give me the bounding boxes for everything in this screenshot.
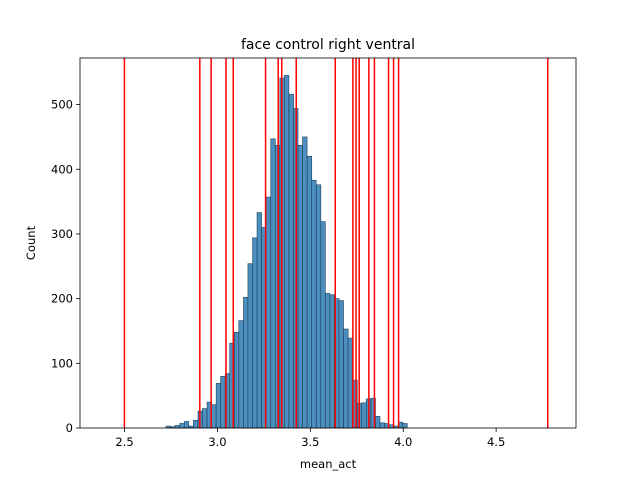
histogram-bar (220, 375, 226, 429)
x-tick-label: 3.5 (301, 435, 319, 449)
y-tick-label: 200 (51, 292, 73, 306)
threshold-lines (123, 58, 549, 428)
histogram-bar (256, 212, 262, 429)
y-tick-label: 100 (51, 356, 73, 370)
x-tick-label: 4.0 (394, 435, 412, 449)
histogram-bar (247, 263, 253, 429)
x-axis-ticks: 2.5 3.0 3.5 4.0 4.5 (115, 428, 505, 449)
histogram-bar (338, 300, 344, 429)
histogram-bar (234, 331, 240, 429)
histogram-bar (252, 237, 258, 429)
histogram-bar (211, 404, 217, 429)
histogram-bar (315, 184, 322, 429)
histogram-bar (297, 145, 303, 429)
x-tick-label: 2.5 (115, 435, 133, 449)
y-tick-label: 0 (66, 421, 73, 435)
histogram-bar (379, 422, 385, 429)
histogram-bar (320, 221, 326, 429)
x-tick-label: 4.5 (487, 435, 505, 449)
histogram-bar (270, 138, 276, 429)
y-tick-label: 400 (51, 162, 73, 176)
histogram-bar (361, 402, 367, 429)
x-tick-label: 3.0 (208, 435, 226, 449)
histogram-bar (215, 383, 222, 429)
histogram-bar (375, 416, 381, 429)
histogram-bar (306, 156, 313, 429)
histogram-bar (302, 136, 308, 429)
chart-title: face control right ventral (241, 37, 415, 53)
y-tick-label: 500 (51, 98, 73, 112)
x-axis-label: mean_act (300, 457, 357, 471)
histogram-bar (402, 423, 408, 429)
plot-frame (79, 57, 577, 429)
histogram-bar (265, 196, 271, 429)
y-axis-label: Count (24, 225, 38, 260)
histogram-bar (238, 320, 244, 429)
histogram-bar (347, 337, 353, 429)
histogram-bar (202, 408, 208, 429)
histogram-bar (329, 294, 335, 429)
histogram-bar (288, 93, 294, 429)
histogram-bar (311, 179, 317, 429)
histogram-bar (193, 419, 199, 429)
y-tick-label: 300 (51, 227, 73, 241)
histogram-bar (179, 423, 185, 429)
histogram-bar (243, 297, 249, 429)
histogram-bar (343, 328, 349, 429)
histogram-bar (325, 293, 331, 429)
y-axis-ticks: 0 100 200 300 400 500 (51, 98, 80, 435)
histogram-bar (183, 421, 190, 429)
histogram-bar (284, 75, 290, 429)
